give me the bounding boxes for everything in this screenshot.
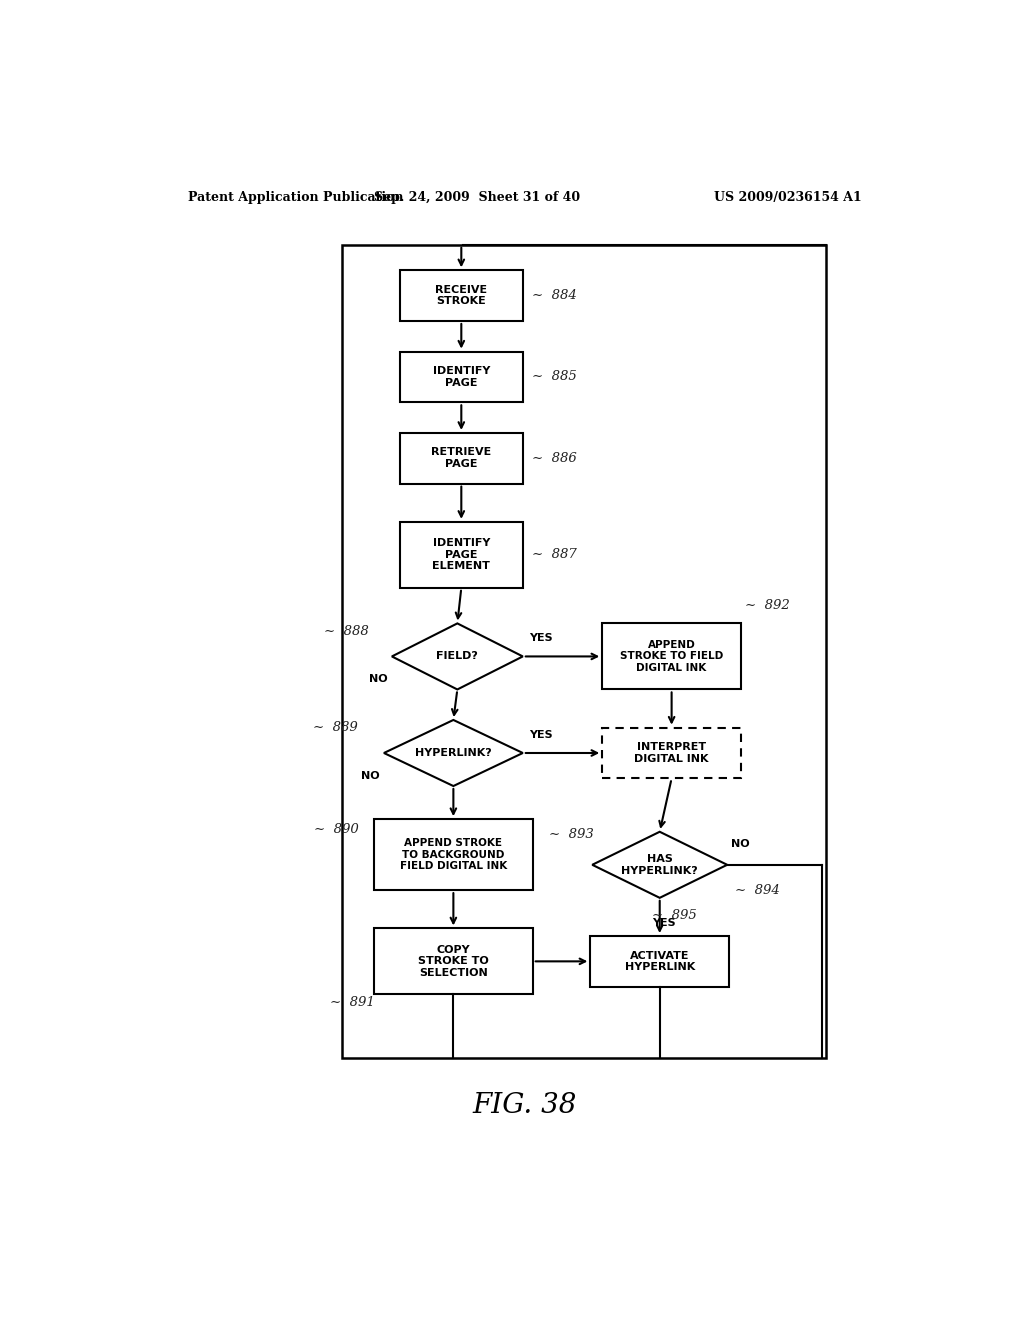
Bar (399, 433, 523, 483)
Text: NO: NO (731, 840, 750, 850)
Bar (602, 623, 741, 689)
Bar (399, 351, 523, 403)
Text: Patent Application Publication: Patent Application Publication (187, 190, 403, 203)
Bar (602, 727, 741, 779)
Text: ∼  885: ∼ 885 (532, 371, 578, 383)
Text: YES: YES (652, 919, 676, 928)
Text: ∼  890: ∼ 890 (314, 822, 359, 836)
Text: ∼  884: ∼ 884 (532, 289, 578, 302)
Text: ∼  886: ∼ 886 (532, 451, 578, 465)
Text: FIELD?: FIELD? (436, 652, 478, 661)
Bar (374, 928, 532, 994)
Text: IDENTIFY
PAGE: IDENTIFY PAGE (432, 366, 490, 388)
Text: ∼  892: ∼ 892 (745, 599, 790, 612)
Polygon shape (592, 832, 727, 898)
Text: INTERPRET
DIGITAL INK: INTERPRET DIGITAL INK (634, 742, 709, 764)
Text: NO: NO (370, 675, 388, 684)
Text: HAS
HYPERLINK?: HAS HYPERLINK? (622, 854, 698, 875)
Text: RETRIEVE
PAGE: RETRIEVE PAGE (431, 447, 492, 469)
Text: ∼  893: ∼ 893 (549, 828, 593, 841)
Bar (590, 936, 729, 987)
Text: APPEND STROKE
TO BACKGROUND
FIELD DIGITAL INK: APPEND STROKE TO BACKGROUND FIELD DIGITA… (399, 838, 507, 871)
Text: Sep. 24, 2009  Sheet 31 of 40: Sep. 24, 2009 Sheet 31 of 40 (374, 190, 581, 203)
Bar (399, 271, 523, 321)
Text: YES: YES (529, 730, 553, 739)
Text: YES: YES (529, 634, 553, 643)
Text: ∼  887: ∼ 887 (532, 548, 578, 561)
Bar (374, 818, 532, 890)
Text: ACTIVATE
HYPERLINK: ACTIVATE HYPERLINK (625, 950, 695, 972)
Bar (342, 244, 826, 1057)
Bar (399, 521, 523, 587)
Text: US 2009/0236154 A1: US 2009/0236154 A1 (715, 190, 862, 203)
Text: FIG. 38: FIG. 38 (473, 1092, 577, 1119)
Text: IDENTIFY
PAGE
ELEMENT: IDENTIFY PAGE ELEMENT (432, 539, 490, 572)
Text: ∼  891: ∼ 891 (331, 995, 375, 1008)
Text: APPEND
STROKE TO FIELD
DIGITAL INK: APPEND STROKE TO FIELD DIGITAL INK (620, 640, 723, 673)
Polygon shape (384, 719, 523, 785)
Polygon shape (392, 623, 523, 689)
Text: NO: NO (361, 771, 380, 781)
Text: ∼  894: ∼ 894 (735, 883, 780, 896)
Text: COPY
STROKE TO
SELECTION: COPY STROKE TO SELECTION (418, 945, 488, 978)
Text: RECEIVE
STROKE: RECEIVE STROKE (435, 285, 487, 306)
Text: ∼  895: ∼ 895 (652, 909, 696, 923)
Text: HYPERLINK?: HYPERLINK? (415, 748, 492, 758)
Text: ∼  889: ∼ 889 (312, 721, 357, 734)
Text: ∼  888: ∼ 888 (325, 624, 370, 638)
